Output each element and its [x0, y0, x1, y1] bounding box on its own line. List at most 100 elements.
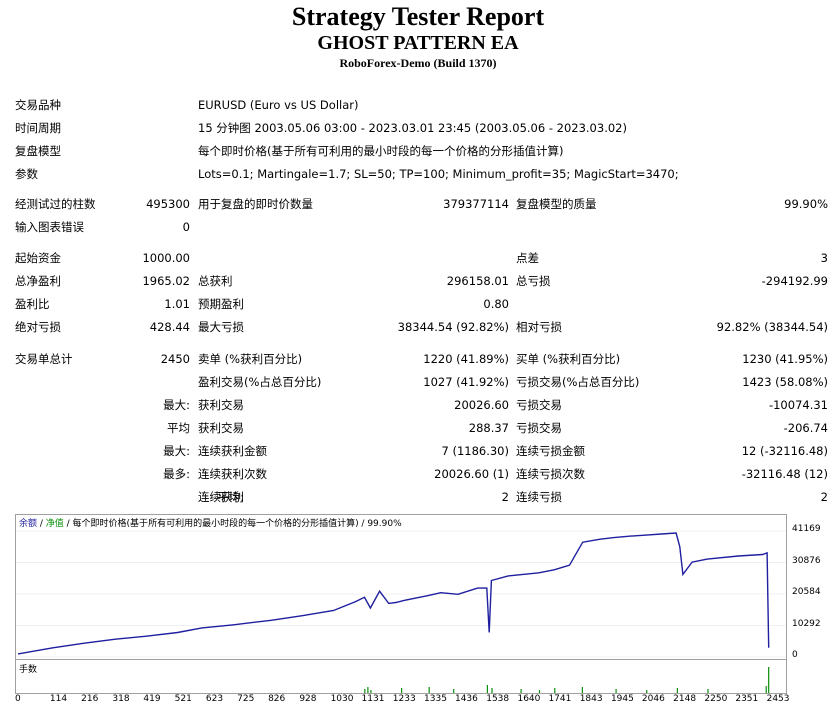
expected-payoff-label: 预期盈利 [198, 297, 244, 311]
volume-bar [491, 688, 493, 693]
gross-loss-value: -294192.99 [761, 274, 828, 288]
bars-value: 495300 [146, 197, 190, 211]
max-cons-loss-label: 连续亏损次数 [516, 467, 585, 481]
x-tick-label: 928 [299, 694, 317, 704]
short-positions-label: 卖单 (%获利百分比) [198, 352, 303, 366]
ticks-value: 379377114 [443, 197, 509, 211]
balance-chart-svg [16, 530, 786, 658]
x-tick-label: 2148 [673, 694, 697, 704]
volume-bar [401, 688, 403, 693]
spread-value: 3 [820, 251, 828, 265]
volume-bar [520, 689, 522, 693]
y-tick-label: 41169 [792, 524, 821, 534]
profit-factor-label: 盈利比 [15, 297, 50, 311]
balance-chart: 余额 / 净值 / 每个即时价格(基于所有可利用的最小时段的每一个价格的分形插值… [15, 514, 787, 661]
avg-profit-label: 获利交易 [198, 421, 244, 435]
total-trades-label: 交易单总计 [15, 352, 73, 366]
profit-trades-value: 1027 (41.92%) [423, 375, 509, 389]
params-value: Lots=0.1; Martingale=1.7; SL=50; TP=100;… [198, 167, 679, 181]
volume-bar [768, 667, 770, 693]
x-tick-label: 1538 [486, 694, 510, 704]
y-tick-label: 10292 [792, 618, 821, 629]
avg-loss-value: -206.74 [783, 421, 828, 435]
x-tick-label: 623 [205, 694, 224, 704]
gross-profit-value: 296158.01 [446, 274, 509, 288]
max-drawdown-value: 38344.54 (92.82%) [397, 320, 509, 334]
x-tick-label: 2046 [641, 694, 665, 704]
max-cons-profit-value: 20026.60 (1) [434, 467, 509, 481]
period-value: 15 分钟图 2003.05.06 03:00 - 2023.03.01 23:… [198, 121, 627, 135]
x-tick-label: 521 [174, 694, 192, 704]
avg-cons-losses-value: 2 [820, 490, 828, 504]
x-tick-label: 1233 [392, 694, 416, 704]
y-axis: 41169 30876 20584 10292 0 [788, 514, 836, 662]
volume-bar [428, 687, 430, 693]
x-tick-label: 1030 [330, 694, 354, 704]
max-cons-profit-label: 连续获利次数 [198, 467, 267, 481]
legend-equity: 净值 [45, 519, 64, 529]
short-positions-value: 1220 (41.89%) [423, 352, 509, 366]
abs-drawdown-value: 428.44 [149, 320, 190, 334]
rel-drawdown-value: 92.82% (38344.54) [716, 320, 828, 334]
legend-model-info: / 每个即时价格(基于所有可利用的最小时段的每一个价格的分形插值计算) / 99… [63, 519, 402, 529]
quality-value: 99.90% [784, 197, 828, 211]
x-tick-label: 1843 [579, 694, 603, 704]
deposit-value: 1000.00 [142, 251, 190, 265]
y-tick-label: 0 [792, 650, 798, 660]
x-tick-label: 419 [143, 694, 161, 704]
volume-bar [646, 690, 648, 693]
rel-drawdown-label: 相对亏损 [516, 320, 562, 334]
max-cons-loss-value: -32116.48 (12) [741, 467, 828, 481]
abs-drawdown-label: 绝对亏损 [15, 320, 61, 334]
server-build: RoboForex-Demo (Build 1370) [339, 56, 497, 70]
errors-value: 0 [182, 220, 190, 234]
volume-label: 手数 [19, 665, 38, 675]
volume-bar [364, 689, 366, 693]
loss-trades-label: 亏损交易(%占总百分比) [516, 375, 640, 389]
volume-panel: 手数 [15, 659, 787, 694]
model-value: 每个即时价格(基于所有可利用的最小时段的每一个价格的分形插值计算) [198, 144, 564, 158]
x-tick-label: 1640 [517, 694, 541, 704]
gross-profit-label: 总获利 [198, 274, 233, 288]
x-tick-label: 2250 [704, 694, 728, 704]
loss-trades-value: 1423 (58.08%) [742, 375, 828, 389]
x-tick-label: 1436 [454, 694, 478, 704]
expected-payoff-value: 0.80 [483, 297, 509, 311]
x-tick-label: 0 [15, 694, 21, 704]
period-label: 时间周期 [15, 121, 61, 135]
net-profit-label: 总净盈利 [15, 274, 61, 288]
report-title: Strategy Tester Report [291, 2, 545, 31]
avg-cons-losses-label: 连续亏损 [516, 490, 562, 504]
volume-bar [765, 686, 767, 693]
gross-loss-label: 总亏损 [516, 274, 551, 288]
avg-loss-label: 亏损交易 [516, 421, 562, 435]
profit-factor-value: 1.01 [164, 297, 190, 311]
legend-separator: / [37, 519, 46, 529]
x-tick-label: 1131 [361, 694, 385, 704]
balance-line [17, 532, 770, 655]
long-positions-value: 1230 (41.95%) [742, 352, 828, 366]
max-cons-wins-value: 7 (1186.30) [441, 444, 509, 458]
avg-profit-value: 288.37 [468, 421, 509, 435]
largest-profit-value: 20026.60 [454, 398, 509, 412]
x-tick-label: 1945 [610, 694, 634, 704]
max-consecutive-prefix: 最大: [163, 444, 190, 458]
x-tick-label: 114 [49, 694, 68, 704]
volume-bar [453, 689, 455, 693]
x-axis: 0 114 216 318 419 521 623 725 826 928 1030 1131 1233… [15, 694, 805, 707]
x-tick-label: 1335 [424, 694, 447, 704]
avg-cons-wins-value: 2 [501, 490, 509, 504]
largest-prefix: 最大: [163, 398, 190, 412]
spread-label: 点差 [516, 251, 539, 265]
long-positions-label: 买单 (%获利百分比) [516, 352, 621, 366]
max-cons-losses-value: 12 (-32116.48) [741, 444, 828, 458]
avg-cons-wins-label: 连续获利 [198, 490, 244, 504]
y-tick-label: 30876 [792, 555, 821, 566]
symbol-value: EURUSD (Euro vs US Dollar) [198, 98, 359, 112]
profit-trades-label: 盈利交易(%占总百分比) [198, 375, 322, 389]
y-tick-label: 20584 [792, 587, 821, 597]
legend-balance: 余额 [19, 519, 38, 529]
volume-bar [554, 688, 556, 693]
volume-bar [676, 688, 678, 693]
volume-bar [538, 690, 541, 693]
